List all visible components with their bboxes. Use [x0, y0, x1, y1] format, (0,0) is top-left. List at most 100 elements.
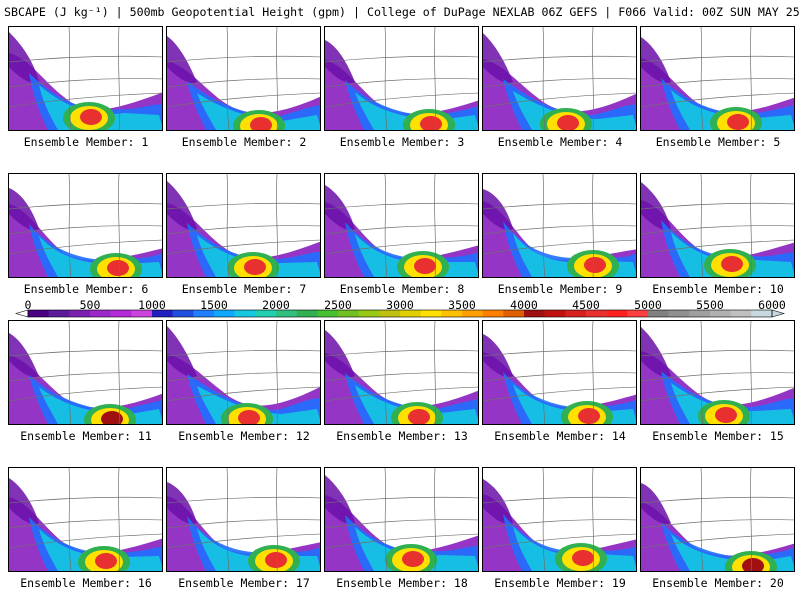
colorbar-bin [420, 310, 442, 317]
member-label: Ensemble Member: 12 [178, 429, 310, 443]
colorbar-bin [131, 310, 153, 317]
colorbar-bin [482, 310, 504, 317]
colorbar-bin [90, 310, 111, 317]
ensemble-panel [324, 26, 479, 131]
member-label: Ensemble Member: 4 [497, 135, 623, 149]
member-label: Ensemble Member: 16 [20, 576, 152, 590]
colorbar-tick-label: 5000 [634, 298, 662, 312]
cape-map [641, 27, 794, 130]
colorbar-tick-label: 6000 [758, 298, 786, 312]
cape-map [9, 321, 162, 424]
member-label: Ensemble Member: 14 [494, 429, 626, 443]
colorbar-bin [338, 310, 359, 317]
colorbar-tick-label: 500 [79, 298, 101, 312]
cape-map [9, 174, 162, 277]
cape-map [167, 468, 320, 571]
colorbar-bin [689, 310, 711, 317]
ensemble-panel [640, 320, 795, 425]
colorbar-bin [606, 310, 628, 317]
ensemble-panel [324, 173, 479, 278]
colorbar-bin [234, 310, 256, 317]
member-label: Ensemble Member: 7 [181, 282, 307, 296]
cape-map [483, 174, 636, 277]
colorbar-bin [255, 310, 277, 317]
colorbar-tick-label: 1500 [200, 298, 228, 312]
member-label: Ensemble Member: 1 [23, 135, 149, 149]
member-label: Ensemble Member: 3 [339, 135, 465, 149]
cape-map [9, 468, 162, 571]
member-label: Ensemble Member: 20 [652, 576, 784, 590]
colorbar-bin [400, 310, 421, 317]
ensemble-panel [640, 467, 795, 572]
member-label: Ensemble Member: 19 [494, 576, 626, 590]
cape-map [325, 174, 478, 277]
ensemble-panel [482, 173, 637, 278]
member-label: Ensemble Member: 6 [23, 282, 149, 296]
member-label: Ensemble Member: 8 [339, 282, 465, 296]
ensemble-panel [482, 467, 637, 572]
member-label: Ensemble Member: 9 [497, 282, 623, 296]
colorbar-bin [379, 310, 401, 317]
member-label: Ensemble Member: 13 [336, 429, 468, 443]
colorbar-bin [69, 310, 91, 317]
cape-map [641, 321, 794, 424]
colorbar-bin [441, 310, 463, 317]
colorbar-bin [152, 310, 173, 317]
cape-map [483, 468, 636, 571]
colorbar-tick-label: 2000 [262, 298, 290, 312]
colorbar-tick-label: 5500 [696, 298, 724, 312]
cape-map [167, 174, 320, 277]
ensemble-panel [8, 26, 163, 131]
cape-map [167, 321, 320, 424]
colorbar-bin [462, 310, 483, 317]
map-title: SBCAPE (J kg⁻¹) | 500mb Geopotential Hei… [4, 5, 800, 19]
colorbar-tick-label: 1000 [138, 298, 166, 312]
ensemble-panel [8, 467, 163, 572]
colorbar-bin [586, 310, 607, 317]
member-label: Ensemble Member: 18 [336, 576, 468, 590]
ensemble-panel [8, 320, 163, 425]
ensemble-panel [640, 26, 795, 131]
cape-map [641, 174, 794, 277]
colorbar-tick-label: 3000 [386, 298, 414, 312]
colorbar-bin [627, 310, 649, 317]
cape-colorbar [14, 309, 786, 318]
colorbar-bin [193, 310, 215, 317]
ensemble-panel [166, 320, 321, 425]
member-label: Ensemble Member: 2 [181, 135, 307, 149]
colorbar-bin [524, 310, 545, 317]
colorbar-bin [648, 310, 669, 317]
ensemble-panel [166, 173, 321, 278]
colorbar-tick-label: 4500 [572, 298, 600, 312]
cape-map [325, 27, 478, 130]
ensemble-panel [166, 26, 321, 131]
colorbar-bin [751, 310, 773, 317]
member-label: Ensemble Member: 17 [178, 576, 310, 590]
colorbar-bin [668, 310, 690, 317]
colorbar-bin [28, 310, 49, 317]
cape-map [641, 468, 794, 571]
member-label: Ensemble Member: 10 [652, 282, 784, 296]
cape-map [167, 27, 320, 130]
colorbar-bin [358, 310, 380, 317]
ensemble-panel [640, 173, 795, 278]
colorbar-bin [48, 310, 70, 317]
member-label: Ensemble Member: 15 [652, 429, 784, 443]
colorbar-bin [565, 310, 587, 317]
colorbar-bin [544, 310, 566, 317]
colorbar-bin [710, 310, 731, 317]
cape-map [325, 321, 478, 424]
ensemble-panel [8, 173, 163, 278]
colorbar-bin [296, 310, 318, 317]
ensemble-panel [324, 467, 479, 572]
cape-map [325, 468, 478, 571]
colorbar-tick-label: 4000 [510, 298, 538, 312]
colorbar-bin [503, 310, 525, 317]
colorbar-bin [317, 310, 339, 317]
colorbar-bin [730, 310, 752, 317]
colorbar-bin [110, 310, 132, 317]
colorbar-tick-label: 2500 [324, 298, 352, 312]
ensemble-panel [324, 320, 479, 425]
member-label: Ensemble Member: 11 [20, 429, 152, 443]
cape-map [9, 27, 162, 130]
